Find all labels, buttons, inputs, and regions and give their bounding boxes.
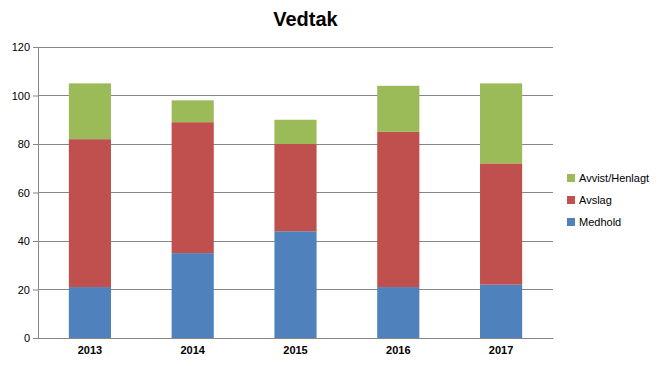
tick: 0	[24, 332, 38, 344]
tick-label: 120	[12, 41, 30, 53]
tick-mark	[33, 47, 38, 48]
tick: 100	[12, 90, 38, 102]
bar	[377, 287, 419, 338]
tick: 120	[12, 41, 38, 53]
legend-item: Avslag	[567, 194, 612, 206]
bar	[480, 83, 522, 163]
legend-swatch	[567, 218, 575, 226]
tick-mark	[33, 338, 38, 339]
tick-label: 40	[18, 235, 30, 247]
bar	[69, 83, 111, 139]
axis-line	[39, 338, 554, 339]
tick-label: 2017	[489, 344, 513, 356]
tick-label: 2015	[283, 344, 307, 356]
bar	[172, 253, 214, 338]
tick-mark	[33, 290, 38, 291]
bar-series	[69, 83, 522, 163]
legend-label: Avvist/Henlagt	[579, 172, 649, 184]
tick: 2015	[283, 338, 307, 356]
tick: 40	[18, 235, 38, 247]
bar	[69, 287, 111, 338]
legend-swatch	[567, 174, 575, 182]
bars	[69, 83, 522, 338]
bar-series	[69, 122, 522, 287]
title: Vedtak	[273, 8, 338, 30]
tick-mark	[33, 241, 38, 242]
bar	[69, 139, 111, 287]
bar	[480, 285, 522, 338]
grid	[38, 47, 553, 338]
bar	[274, 231, 316, 338]
legend-item: Avvist/Henlagt	[567, 172, 649, 184]
tick-label: 20	[18, 284, 30, 296]
bar	[377, 86, 419, 132]
tick: 2017	[489, 338, 513, 356]
tick-label: 2016	[386, 344, 410, 356]
tick-label: 2014	[180, 344, 205, 356]
grid-line	[38, 47, 553, 48]
tick-mark	[33, 96, 38, 97]
legend-label: Medhold	[579, 216, 621, 228]
x-axis: 2013 2014 2015 2016 2017	[39, 338, 554, 356]
legend-item: Medhold	[567, 216, 621, 228]
tick-label: 0	[24, 332, 30, 344]
bar	[480, 163, 522, 284]
legend-swatch	[567, 196, 575, 204]
plot: 0 20 40 60 80 100 120 2013 2014 2015 2016 2017	[12, 41, 554, 356]
y-axis: 0 20 40 60 80 100 120	[12, 41, 39, 344]
bar	[377, 132, 419, 287]
legend: Avvist/Henlagt Avslag Medhold	[567, 172, 649, 228]
tick-label: 60	[18, 187, 30, 199]
tick: 60	[18, 187, 38, 199]
axis-line	[33, 48, 39, 339]
bar	[274, 144, 316, 231]
chart: 0 20 40 60 80 100 120 2013 2014 2015 2016 2017 Vedta…	[0, 0, 668, 366]
bar	[172, 122, 214, 253]
bar-series	[69, 231, 522, 338]
tick-label: 100	[12, 90, 30, 102]
tick: 20	[18, 284, 38, 296]
grid-line	[38, 95, 553, 96]
tick: 2016	[386, 338, 410, 356]
legend-label: Avslag	[579, 194, 612, 206]
tick: 2013	[78, 338, 102, 356]
bar	[274, 120, 316, 144]
tick-mark	[33, 144, 38, 145]
bar	[172, 100, 214, 122]
tick-mark	[33, 193, 38, 194]
tick: 80	[18, 138, 38, 150]
tick-label: 2013	[78, 344, 102, 356]
tick-label: 80	[18, 138, 30, 150]
tick: 2014	[180, 338, 205, 356]
